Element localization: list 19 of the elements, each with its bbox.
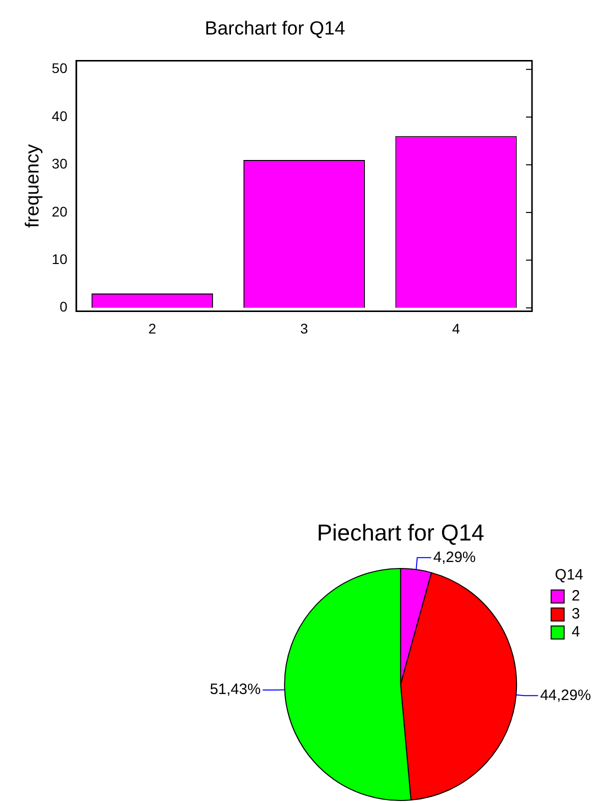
chart-title: Piechart for Q14	[316, 520, 485, 546]
y-tick-label: 50	[52, 60, 68, 76]
legend-title: Q14	[554, 566, 584, 584]
y-tick-label: 0	[60, 298, 68, 315]
data-label: 51,43%	[210, 681, 261, 698]
y-axis-title: frequency	[22, 144, 44, 228]
x-tick-label: 4	[452, 320, 460, 336]
y-tick-label: 40	[52, 108, 68, 124]
y-tick-label: 20	[52, 203, 68, 220]
x-tick-label: 2	[148, 320, 156, 336]
y-tick-label: 30	[52, 156, 68, 172]
data-label: 4,29%	[433, 548, 476, 566]
legend-label: 4	[572, 624, 580, 641]
legend-label: 2	[572, 588, 580, 605]
chart-title: Barchart for Q14	[204, 18, 346, 40]
data-label: 44,29%	[540, 686, 591, 704]
legend-label: 3	[572, 606, 580, 623]
y-tick-label: 10	[52, 251, 68, 268]
x-tick-label: 3	[300, 320, 308, 336]
